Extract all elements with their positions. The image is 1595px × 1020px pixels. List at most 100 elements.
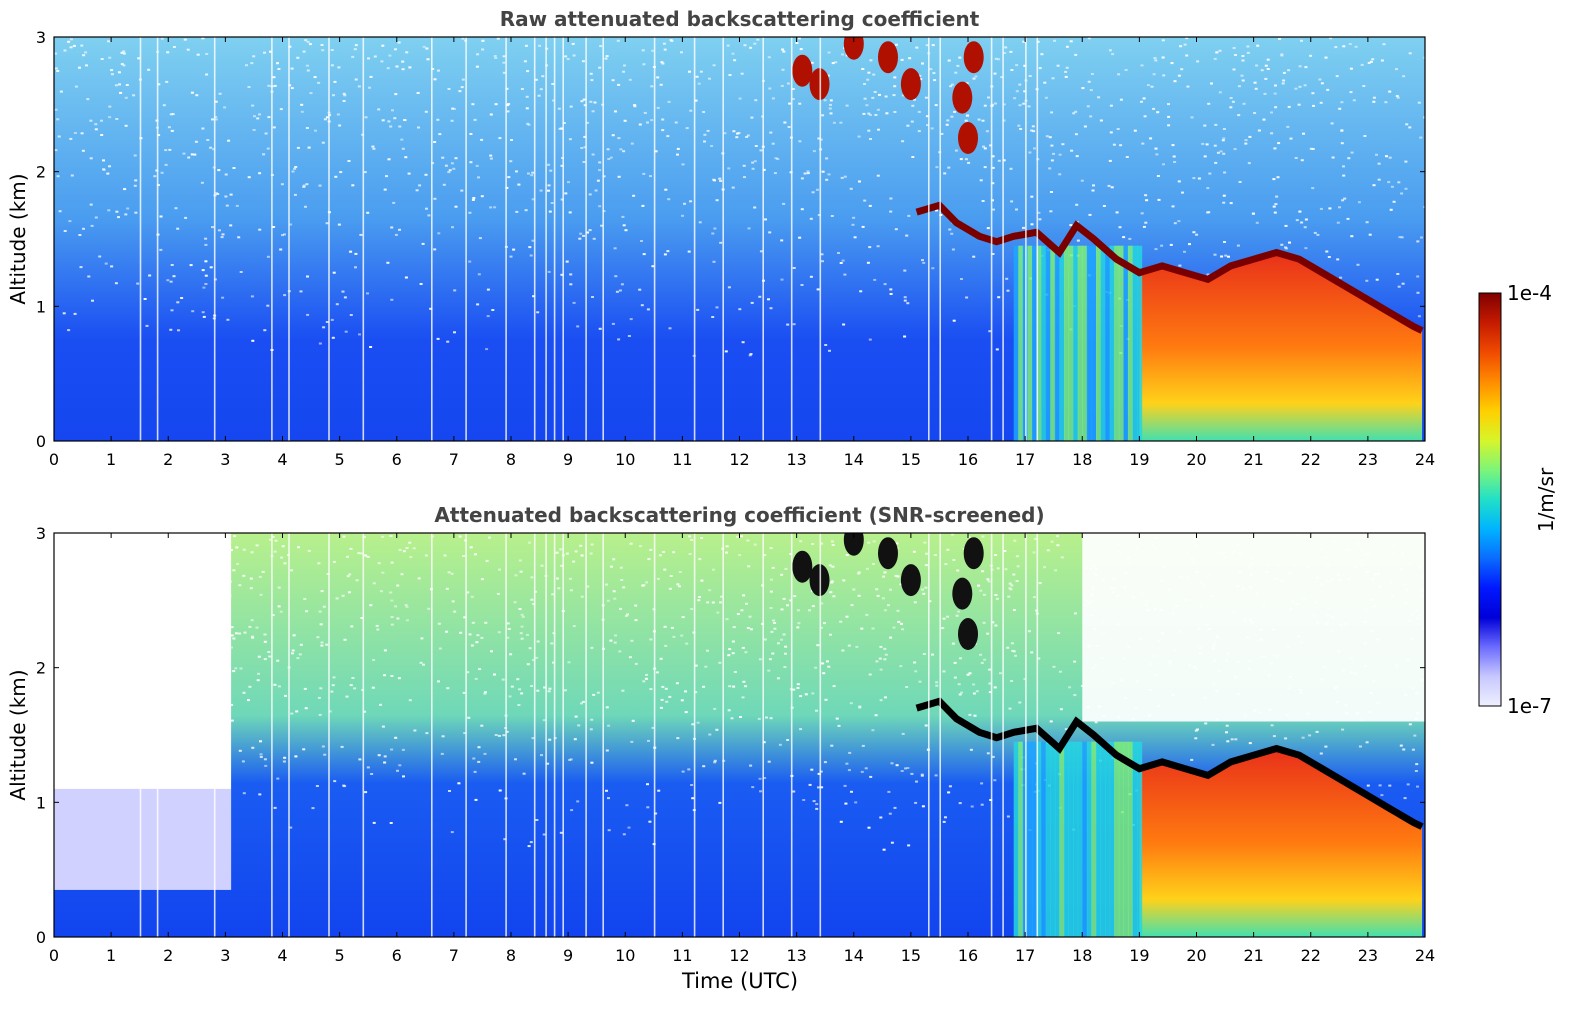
noise-dot	[472, 757, 476, 760]
noise-dot	[1140, 64, 1144, 67]
noise-dot	[1154, 59, 1158, 62]
noise-dot	[615, 290, 619, 293]
noise-dot	[819, 542, 823, 545]
noise-dot	[986, 578, 990, 581]
noise-dot	[404, 276, 408, 279]
noise-dot	[700, 537, 704, 539]
noise-dot	[458, 535, 462, 538]
noise-dot	[980, 803, 984, 806]
noise-dot	[763, 638, 767, 641]
noise-dot	[513, 601, 517, 604]
noise-dot	[594, 189, 598, 192]
noise-dot	[350, 625, 354, 628]
noise-dot	[746, 627, 750, 629]
noise-dot	[471, 103, 475, 106]
noise-dot	[773, 622, 777, 624]
noise-dot	[964, 119, 968, 122]
noise-dot	[906, 124, 910, 127]
noise-dot	[1230, 738, 1234, 741]
noise-dot	[159, 248, 163, 251]
noise-dot	[1348, 43, 1352, 45]
noise-dot	[266, 304, 270, 307]
noise-dot	[695, 75, 699, 78]
noise-dot	[733, 59, 737, 62]
noise-dot	[1008, 582, 1012, 585]
noise-dot	[799, 540, 803, 543]
noise-dot	[493, 673, 496, 676]
noise-dot	[827, 665, 831, 668]
noise-dot	[277, 68, 281, 70]
noise-dot	[750, 301, 754, 304]
noise-dot	[991, 199, 994, 202]
noise-dot	[58, 210, 62, 213]
noise-dot	[290, 569, 294, 572]
noise-dot	[1244, 142, 1248, 145]
noise-dot	[670, 40, 674, 42]
noise-dot	[330, 49, 334, 51]
noise-dot	[1197, 177, 1201, 180]
noise-dot	[946, 119, 950, 122]
noise-dot	[567, 661, 571, 664]
noise-dot	[343, 94, 347, 97]
noise-dot	[1329, 37, 1333, 40]
noise-dot	[947, 59, 951, 62]
noise-dot	[457, 782, 461, 785]
noise-dot	[1150, 85, 1154, 88]
noise-dot	[273, 683, 277, 686]
noise-dot	[676, 153, 679, 156]
noise-dot	[1023, 678, 1027, 681]
noise-dot	[878, 657, 882, 660]
noise-dot	[727, 654, 731, 657]
noise-dot	[646, 806, 650, 809]
noise-dot	[381, 535, 385, 538]
noise-dot	[496, 37, 500, 40]
noise-dot	[683, 202, 686, 205]
noise-dot	[676, 737, 680, 740]
noise-dot	[215, 192, 218, 195]
data-gap	[585, 533, 587, 937]
noise-dot	[884, 696, 887, 699]
noise-dot	[1213, 57, 1217, 60]
noise-dot	[1273, 211, 1277, 214]
noise-dot	[252, 55, 256, 58]
noise-dot	[742, 594, 746, 597]
noise-dot	[735, 535, 739, 538]
noise-dot	[451, 226, 454, 229]
noise-dot	[381, 571, 385, 574]
noise-dot	[837, 252, 840, 254]
noise-dot	[1050, 159, 1054, 162]
noise-dot	[823, 622, 826, 625]
noise-dot	[1006, 646, 1010, 649]
noise-dot	[450, 572, 454, 575]
high-cloud-patches	[792, 37, 984, 154]
noise-dot	[273, 84, 277, 87]
noise-dot	[78, 234, 82, 236]
noise-dot	[841, 53, 844, 56]
noise-dot	[981, 200, 985, 202]
noise-dot	[631, 719, 635, 722]
noise-dot	[1227, 255, 1230, 258]
noise-dot	[82, 227, 85, 230]
noise-dot	[992, 208, 995, 211]
noise-dot	[413, 729, 417, 732]
noise-dot	[1190, 116, 1194, 119]
noise-dot	[991, 253, 995, 255]
noise-dot	[678, 571, 682, 573]
noise-dot	[343, 638, 347, 641]
noise-dot	[87, 275, 91, 278]
noise-dot	[559, 831, 563, 834]
noise-dot	[1335, 75, 1339, 78]
noise-dot	[1404, 160, 1408, 163]
noise-dot	[716, 611, 720, 614]
noise-dot	[1221, 139, 1225, 142]
noise-dot	[536, 311, 540, 314]
data-gap	[939, 533, 941, 937]
noise-dot	[433, 197, 437, 200]
noise-dot	[1340, 101, 1344, 104]
noise-dot	[1225, 724, 1229, 727]
noise-dot	[946, 548, 950, 551]
noise-dot	[677, 585, 681, 588]
noise-dot	[1226, 740, 1230, 743]
noise-dot	[311, 807, 315, 810]
noise-dot	[759, 250, 763, 253]
